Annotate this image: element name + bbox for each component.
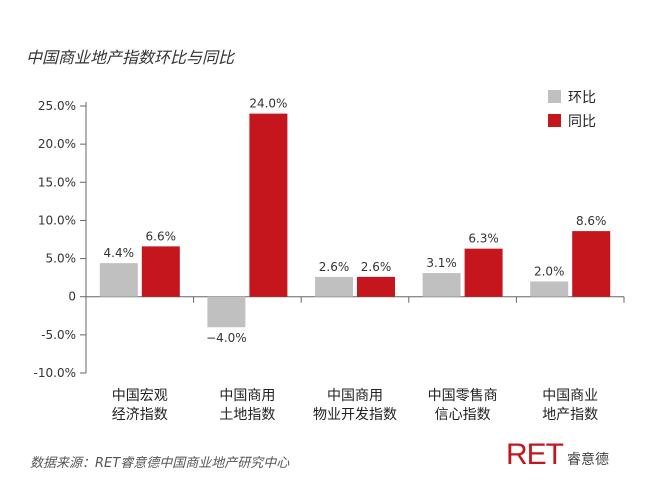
y-tick-label: -5.0%	[41, 328, 76, 342]
x-category-label: 中国商用	[327, 388, 383, 404]
logo-mark: RET	[506, 438, 564, 471]
x-category-label: 土地指数	[219, 407, 275, 423]
data-label: 3.1%	[426, 256, 457, 270]
bar-yoy	[572, 231, 611, 297]
bar-yoy	[357, 276, 395, 297]
x-category-label: 信心指数	[435, 407, 491, 423]
bar-mom	[207, 296, 246, 328]
chart-title: 中国商业地产指数环比与同比	[26, 48, 235, 67]
y-tick-label: 20.0%	[38, 137, 76, 151]
y-tick-label: 10.0%	[38, 213, 76, 227]
y-tick-label: 25.0%	[38, 99, 76, 113]
data-label: 2.6%	[319, 260, 350, 274]
x-category-label: 中国零售商	[428, 388, 498, 404]
ret-logo: RET 睿意德	[506, 438, 609, 472]
x-category-label: 经济指数	[112, 407, 168, 423]
data-source-note: 数据来源：RET睿意德中国商业地产研究中心	[30, 456, 290, 471]
x-category-label: 中国宏观	[112, 388, 168, 404]
data-label: 8.6%	[576, 214, 607, 228]
legend-swatch	[548, 90, 561, 103]
bar-yoy	[249, 113, 288, 297]
data-label: 6.3%	[468, 232, 499, 246]
x-category-label: 物业开发指数	[313, 407, 397, 423]
logo-text: 睿意德	[567, 452, 609, 468]
bar-yoy	[141, 246, 180, 297]
x-category-label: 中国商用	[219, 388, 275, 404]
x-category-label: 地产指数	[542, 407, 598, 423]
data-label: 24.0%	[249, 97, 287, 111]
bar-yoy	[464, 248, 503, 297]
y-tick-label: 5.0%	[46, 252, 77, 266]
x-category-label: 中国商业	[542, 388, 598, 404]
bar-mom	[315, 276, 353, 297]
data-label: −4.0%	[206, 331, 247, 345]
data-label: 6.6%	[146, 229, 177, 243]
legend-label: 环比	[568, 90, 596, 106]
legend-swatch	[548, 114, 561, 127]
y-tick-label: 0	[68, 290, 76, 304]
data-label: 4.4%	[104, 246, 135, 260]
data-label: 2.6%	[361, 260, 392, 274]
bar-mom	[530, 281, 569, 297]
y-tick-label: 15.0%	[38, 175, 76, 189]
bar-mom	[422, 273, 461, 297]
legend-label: 同比	[568, 114, 596, 130]
y-tick-label: -10.0%	[34, 366, 76, 380]
data-label: 2.0%	[534, 264, 565, 278]
bar-mom	[99, 263, 138, 297]
